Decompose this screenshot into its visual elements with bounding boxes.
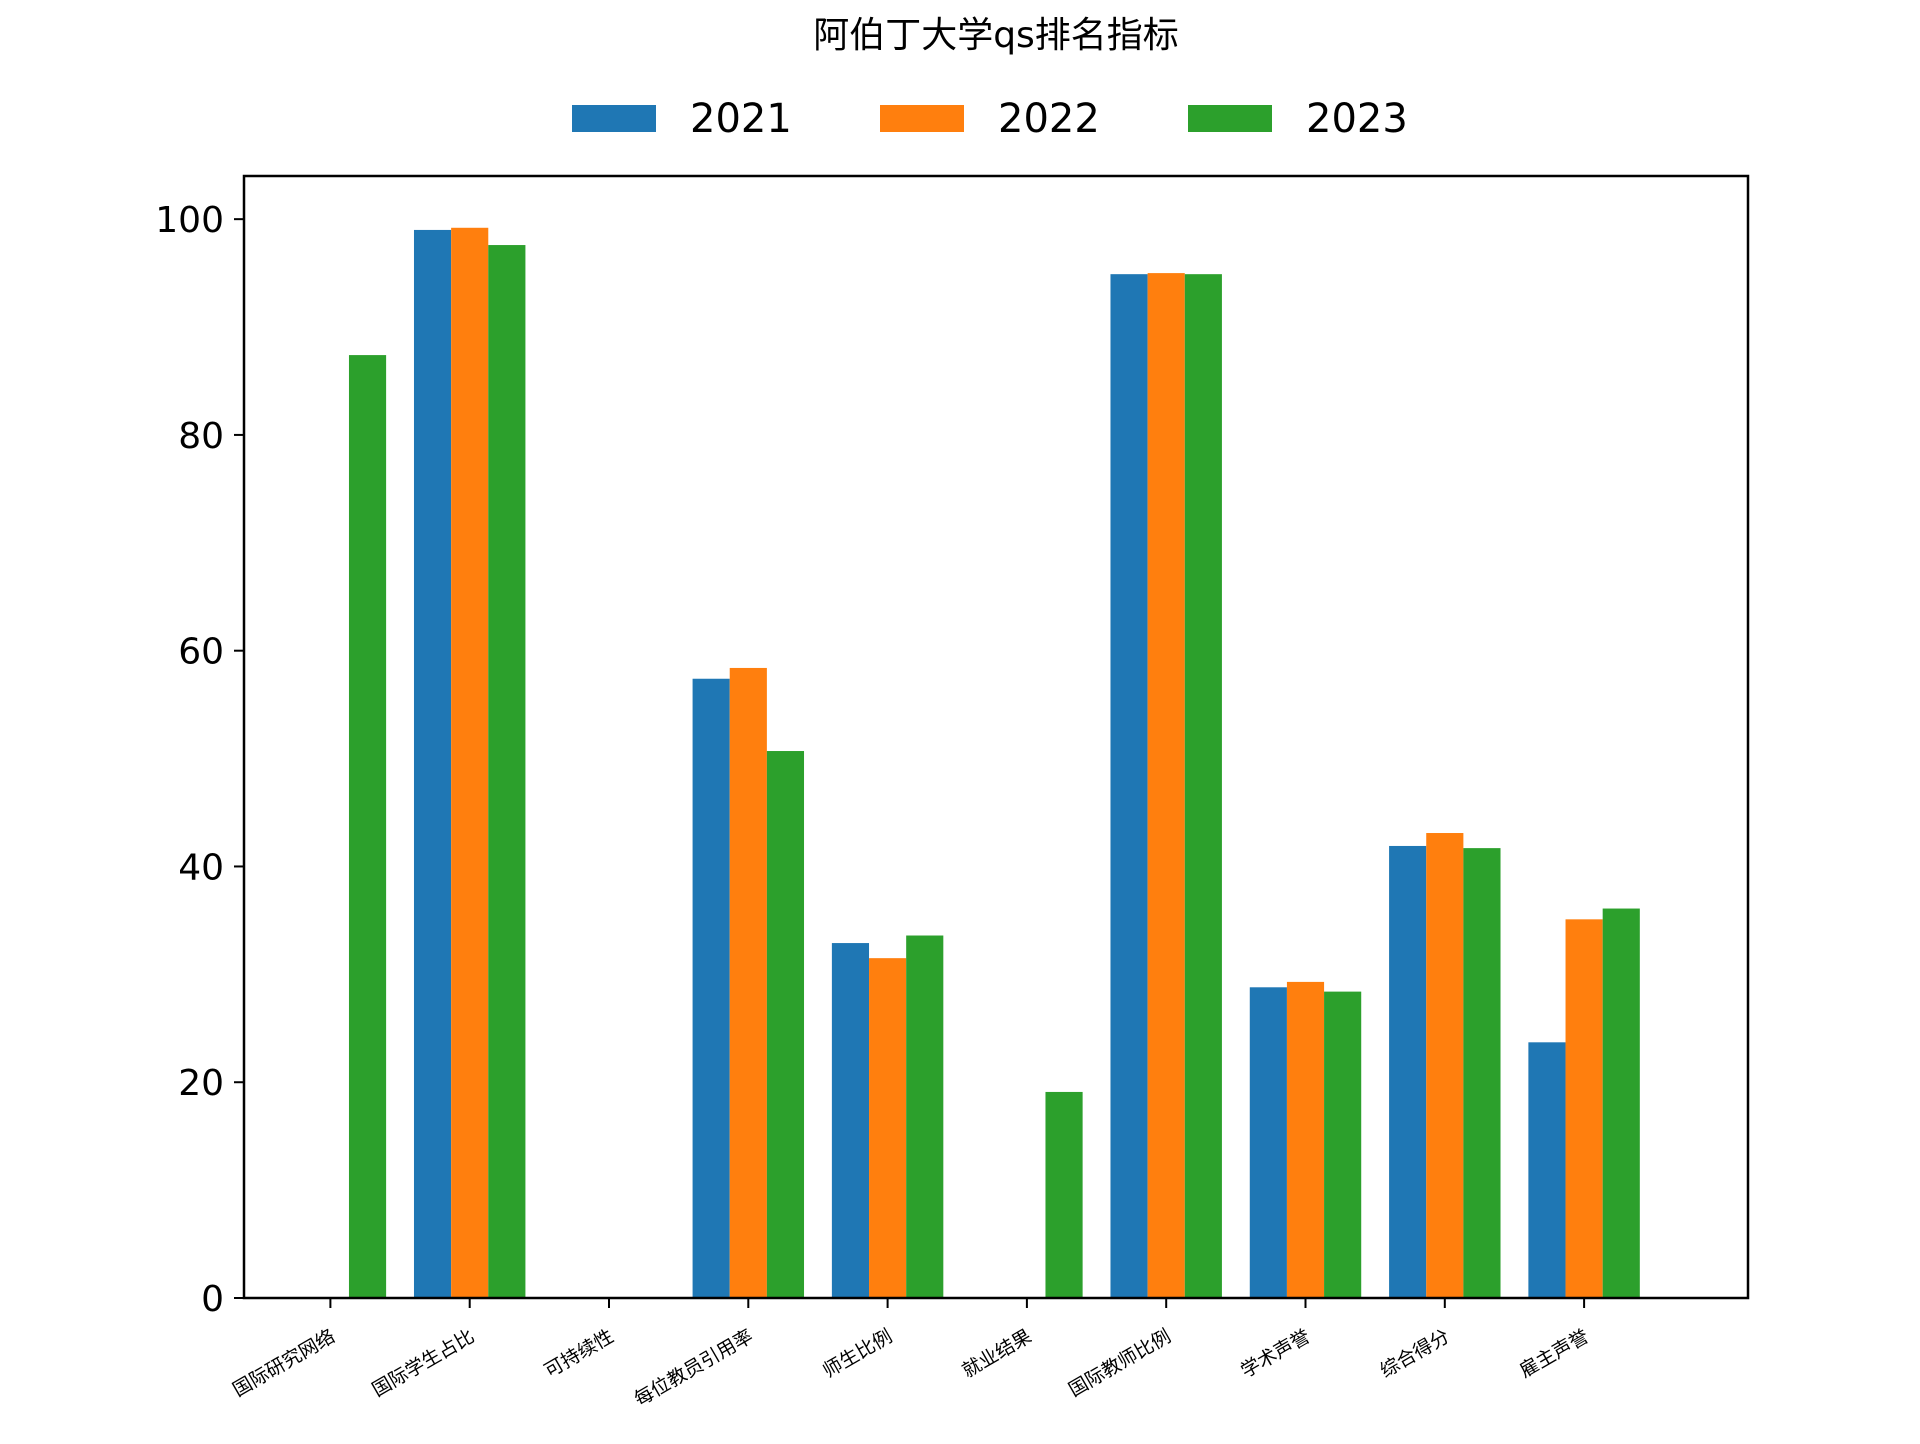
legend-swatch-2023	[1188, 105, 1272, 132]
y-tick-label-60: 60	[178, 632, 224, 673]
bar-2023-2	[488, 245, 526, 1298]
bar-2021-5	[831, 943, 870, 1298]
y-tick-label-0: 0	[201, 1279, 224, 1320]
bar-2021-8	[1249, 987, 1287, 1298]
x-tick-label-7: 国际教师比例	[1065, 1325, 1175, 1401]
bar-2021-2	[413, 229, 452, 1299]
bar-2021-4	[692, 678, 730, 1298]
y-tick-label-100: 100	[155, 200, 224, 241]
x-tick-label-6: 就业结果	[959, 1325, 1036, 1382]
x-tick-label-5: 师生比例	[819, 1325, 896, 1382]
bar-2021-7	[1110, 274, 1148, 1298]
legend: 2021 2022 2023	[572, 96, 1408, 142]
bar-2022-5	[869, 958, 907, 1298]
bar-2023-5	[906, 935, 944, 1298]
bar-2022-7	[1147, 273, 1185, 1299]
bars-group	[348, 227, 1640, 1299]
x-tick-label-9: 综合得分	[1376, 1325, 1453, 1382]
bar-2022-4	[729, 667, 767, 1298]
bar-2023-6	[1045, 1091, 1083, 1298]
x-tick-label-3: 可持续性	[541, 1325, 618, 1382]
x-tick-label-8: 学术声誉	[1237, 1325, 1314, 1382]
x-axis: 国际研究网络 国际学生占比 可持续性 每位教员引用率 师生比例 就业结果 国际教师比例 学术声…	[229, 1298, 1593, 1411]
bar-2022-2	[451, 227, 489, 1298]
y-tick-label-40: 40	[178, 847, 224, 888]
x-tick-label-4: 每位教员引用率	[631, 1325, 757, 1411]
bar-2023-8	[1324, 991, 1362, 1298]
legend-swatch-2021	[572, 105, 656, 132]
bar-2023-7	[1184, 274, 1222, 1298]
legend-swatch-2022	[880, 105, 964, 132]
bar-2023-9	[1463, 848, 1501, 1298]
bar-2023-1	[348, 355, 387, 1299]
x-tick-label-2: 国际学生占比	[368, 1325, 478, 1401]
bar-2021-10	[1528, 1042, 1566, 1298]
chart-title: 阿伯丁大学qs排名指标	[813, 15, 1179, 56]
bar-2023-4	[766, 751, 805, 1298]
x-tick-label-1: 国际研究网络	[229, 1325, 339, 1401]
bar-2021-9	[1389, 845, 1427, 1298]
bar-2022-9	[1426, 833, 1464, 1298]
legend-label-2023: 2023	[1306, 96, 1408, 142]
bar-2023-10	[1602, 908, 1640, 1298]
legend-label-2022: 2022	[998, 96, 1100, 142]
plot-frame	[242, 174, 1750, 1300]
bar-2022-10	[1565, 919, 1603, 1298]
y-tick-label-20: 20	[178, 1063, 224, 1104]
y-axis: 0 20 40 60 80 100	[155, 200, 244, 1320]
legend-label-2021: 2021	[690, 96, 792, 142]
bar-2022-8	[1286, 981, 1325, 1298]
y-tick-label-80: 80	[178, 416, 224, 457]
x-tick-label-10: 雇主声誉	[1516, 1325, 1593, 1382]
